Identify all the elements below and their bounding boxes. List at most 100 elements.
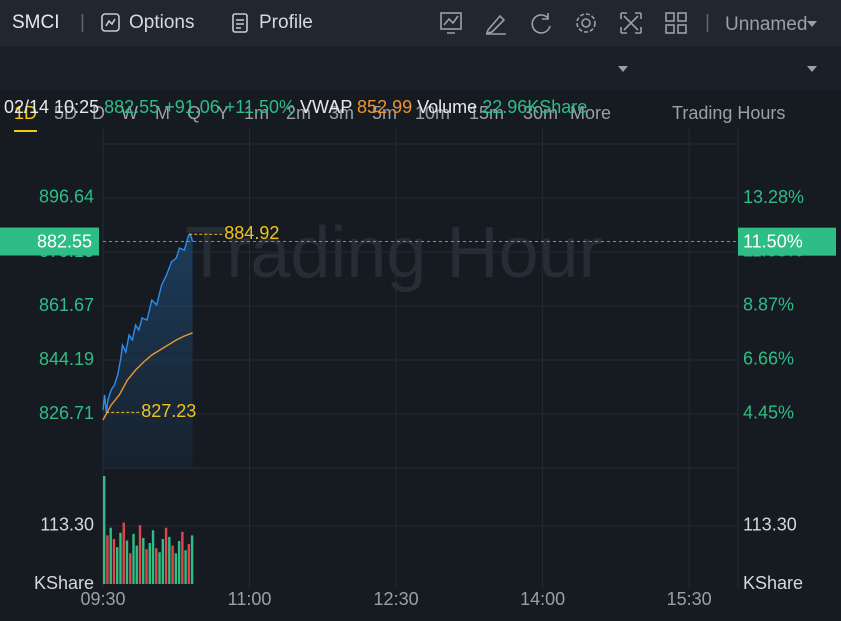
volume-bar [125,540,129,584]
volume-bar [158,552,161,584]
period-button[interactable]: 10m [415,103,451,123]
options-button[interactable]: Options [129,12,195,33]
volume-bar [171,545,174,584]
period-button[interactable]: M [155,103,170,123]
volume-bar [174,553,178,584]
draw-icon[interactable] [485,14,506,35]
settings-icon[interactable] [581,18,591,28]
volume-bar [132,533,135,584]
volume-tick-label: 113.30 [40,515,94,535]
volume-bar [122,522,125,584]
volume-bar [138,525,142,584]
volume-value: 22.96KShare [482,97,588,117]
period-button[interactable]: 15m [469,103,505,123]
tool-icons [440,12,687,35]
separator: | [80,12,85,33]
period-button[interactable]: Q [187,103,202,123]
volume-unit: KShare [743,573,803,593]
x-tick-label: 15:30 [667,589,712,609]
profile-button[interactable]: Profile [259,12,313,33]
price-line [102,232,194,413]
volume-label: Volume [417,97,478,117]
vwap-value: 852.99 [357,97,413,117]
dropdown-arrow[interactable] [806,64,818,74]
volume-bar [116,547,119,584]
y-tick-label: 844.19 [39,349,94,369]
layout-name[interactable]: Unnamed [725,14,808,35]
vwap-line [102,332,193,421]
volume-bar [168,536,171,584]
volume-bar [129,553,132,584]
volume-bar [109,527,112,584]
volume-bar [184,550,187,584]
period-button[interactable]: 2m [286,103,312,123]
volume-bar [103,475,106,584]
period-button[interactable]: Y [217,103,230,123]
y2-tick-label: 8.87% [743,295,794,315]
x-tick-label: 11:00 [228,589,272,609]
volume-bar [155,548,158,584]
volume-bar [142,537,145,584]
symbol[interactable]: SMCI [12,12,60,33]
dropdown-arrow[interactable] [806,19,818,29]
x-tick-label: 12:30 [374,589,419,609]
last-pct-box [738,227,836,256]
vwap-label: VWAP [300,97,353,117]
y2-tick-label: 6.66% [743,349,794,369]
watermark: Trading Hour [185,213,603,293]
volume-bar [106,535,109,584]
x-tick-label: 14:00 [520,589,565,609]
volume-bar [151,530,155,584]
fullscreen-icon[interactable] [620,12,642,34]
y-tick-label: 826.71 [39,403,94,423]
volume-bar [148,543,151,584]
volume-bar [112,538,116,584]
volume-bar [181,531,184,584]
price-area [103,234,193,468]
last-pct-label: 11.50% [743,231,803,251]
volume-bar [135,545,138,584]
last-price-label: 882.55 [37,231,92,251]
y2-tick-label: 13.28% [743,187,804,207]
y-tick-label: 861.67 [39,295,94,315]
volume-bar [161,538,165,584]
refresh-icon[interactable] [531,13,551,34]
high-label: 884.92 [224,223,279,243]
volume-unit: KShare [34,573,94,593]
volume-bar [190,535,194,584]
price: 882.55 [104,97,160,117]
x-tick-label: 09:30 [80,589,125,609]
volume-tick-label: 113.30 [743,515,797,535]
indicator-icon[interactable] [440,12,462,30]
quote-info: 02/14 10:25 882.55 +91.06 +11.50% VWAP 8… [4,97,587,118]
volume-bar [187,544,191,584]
dropdown-arrow[interactable] [617,64,629,74]
datetime: 02/14 10:25 [4,97,100,117]
volume-bar [164,527,168,584]
period-button[interactable]: 30m [523,103,559,123]
profile-icon[interactable] [230,12,252,34]
period-button[interactable]: 5D [54,103,78,123]
layout-icon[interactable] [665,12,675,22]
period-button[interactable]: 1m [244,103,270,123]
session-selector[interactable]: Trading Hours [672,103,786,123]
period-button[interactable]: W [121,103,138,123]
y2-tick-label: 4.45% [743,403,794,423]
period-button[interactable]: D [92,103,105,123]
volume-bar [145,549,148,584]
period-bar: More Trading Hours 1D 5D D W M Q Y 1m 2m 3m 5m 10m 1… [0,46,841,132]
options-icon[interactable] [100,12,122,34]
period-button[interactable]: 3m [329,103,355,123]
change: +91.06 [164,97,220,117]
period-button[interactable]: 1D [14,103,38,132]
low-label: 827.23 [141,401,196,421]
y-tick-label: 896.64 [39,187,94,207]
separator: | [705,12,710,33]
more-button[interactable]: More [570,103,612,123]
volume-bar [119,532,122,584]
top-toolbar: SMCI | Options Profile | Unnamed [0,0,841,46]
period-button[interactable]: 5m [372,103,398,123]
last-price-box [0,227,99,256]
chart: Trading Hour 09:30 11:00 12:30 14:00 15:30 82… [0,128,836,609]
